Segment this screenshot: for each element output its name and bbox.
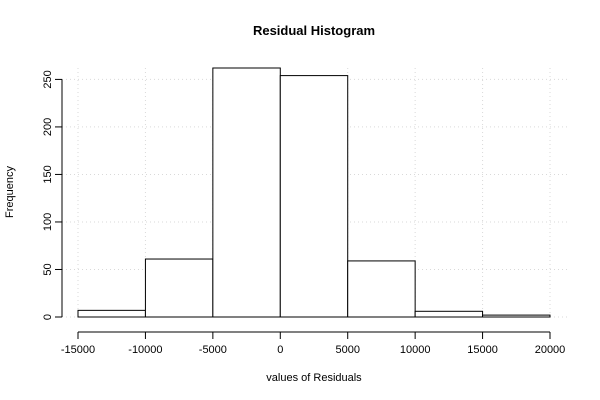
chart-title: Residual Histogram bbox=[253, 23, 375, 38]
histogram-bar-1 bbox=[144, 258, 214, 318]
y-tick-label: 250 bbox=[42, 70, 54, 88]
y-axis-label: Frequency bbox=[4, 166, 16, 218]
histogram-bar-4 bbox=[347, 260, 416, 318]
y-axis: 0 50 100 150 200 250 bbox=[42, 70, 63, 320]
y-tick-label: 50 bbox=[42, 263, 54, 275]
x-tick-label: -10000 bbox=[128, 344, 162, 356]
x-tick-label: -5000 bbox=[199, 344, 227, 356]
y-tick-label: 200 bbox=[42, 118, 54, 136]
x-tick-label: 15000 bbox=[467, 344, 498, 356]
x-axis-label: values of Residuals bbox=[266, 372, 362, 384]
y-tick-label: 0 bbox=[42, 314, 54, 320]
x-tick-label: -15000 bbox=[61, 344, 95, 356]
x-tick-label: 10000 bbox=[400, 344, 431, 356]
y-tick-label: 100 bbox=[42, 213, 54, 231]
histogram-bar-0 bbox=[77, 309, 146, 318]
y-tick-label: 150 bbox=[42, 165, 54, 183]
histogram-bars bbox=[77, 67, 551, 318]
histogram-bar-6 bbox=[482, 314, 551, 318]
histogram-bar-3 bbox=[279, 75, 349, 318]
histogram-bar-5 bbox=[414, 310, 484, 318]
x-tick-label: 20000 bbox=[535, 344, 566, 356]
histogram-bar-2 bbox=[212, 67, 281, 318]
x-axis: -15000 -10000 -5000 0 5000 10000 15000 20000 bbox=[61, 331, 566, 356]
x-tick-label: 5000 bbox=[335, 344, 359, 356]
x-tick-label: 0 bbox=[277, 344, 283, 356]
